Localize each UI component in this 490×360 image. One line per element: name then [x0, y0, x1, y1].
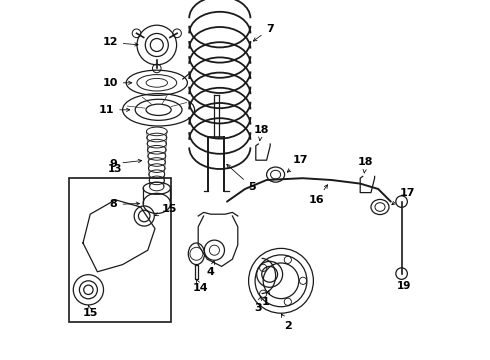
Text: 2: 2	[281, 314, 292, 331]
Text: 7: 7	[253, 24, 274, 41]
Bar	[69, 178, 171, 322]
Text: 10: 10	[102, 78, 132, 88]
Text: 18: 18	[253, 125, 269, 140]
Text: 3: 3	[254, 297, 262, 313]
Text: 13: 13	[107, 164, 122, 174]
Text: 15: 15	[82, 305, 98, 318]
Text: 17: 17	[392, 188, 415, 205]
Text: 5: 5	[227, 165, 256, 192]
Text: 1: 1	[262, 291, 270, 307]
Text: 9: 9	[110, 159, 142, 169]
Text: 16: 16	[309, 185, 327, 205]
Text: 14: 14	[192, 280, 208, 293]
Text: 15: 15	[155, 204, 177, 216]
Text: 11: 11	[98, 105, 130, 115]
Text: 12: 12	[102, 37, 138, 48]
Text: 8: 8	[110, 199, 140, 210]
Text: 19: 19	[397, 281, 412, 291]
Text: 17: 17	[287, 155, 309, 172]
Text: 18: 18	[358, 157, 373, 173]
Text: 4: 4	[207, 261, 215, 277]
